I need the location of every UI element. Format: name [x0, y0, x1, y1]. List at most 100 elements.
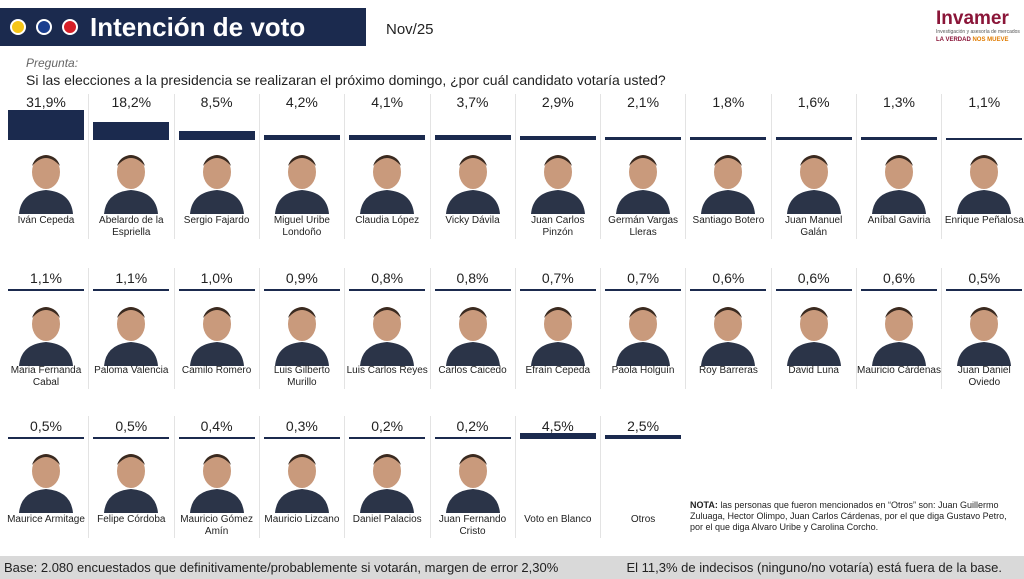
bar — [263, 134, 340, 140]
candidate-name: Mauricio Lizcano — [264, 514, 340, 525]
separator — [344, 268, 346, 389]
separator — [88, 94, 90, 239]
bar — [349, 134, 426, 140]
bar — [434, 288, 511, 291]
candidate-name: Maria Fernanda Cabal — [10, 365, 82, 388]
separator — [88, 268, 90, 389]
photo — [360, 454, 415, 513]
photo — [957, 155, 1012, 214]
bar — [946, 289, 1023, 291]
bar — [178, 288, 255, 291]
bar — [93, 288, 170, 291]
bar — [605, 136, 682, 140]
bar — [349, 288, 426, 291]
candidate-name: Sergio Fajardo — [183, 215, 250, 226]
separator — [258, 268, 260, 389]
separator — [173, 268, 175, 389]
separator — [429, 268, 431, 389]
candidate-name: Paloma Valencia — [94, 365, 169, 376]
candidate-name: Efraín Cepeda — [525, 365, 591, 376]
bar — [8, 437, 84, 439]
value-label: 0,2% — [456, 418, 489, 434]
value-label: 0,4% — [200, 418, 233, 434]
bar — [263, 437, 340, 439]
logo: Invamer — [936, 8, 1009, 29]
note-label: NOTA: — [690, 500, 718, 510]
candidate-name: Felipe Córdoba — [97, 514, 166, 525]
value-label: 3,7% — [456, 94, 489, 110]
separator — [514, 268, 516, 389]
photo — [445, 155, 500, 214]
separator — [344, 94, 346, 239]
candidate-name: Vicky Dávila — [445, 215, 500, 226]
value-label: 0,7% — [627, 270, 660, 286]
separator — [429, 94, 431, 239]
value-label: 1,1% — [968, 94, 1001, 110]
separator — [600, 268, 602, 389]
value-label: 1,1% — [30, 270, 62, 286]
value-label: 2,1% — [627, 94, 660, 110]
bar — [690, 288, 767, 291]
bar — [519, 135, 596, 140]
bar — [263, 288, 340, 291]
candidate-name: David Luna — [788, 365, 839, 376]
photo — [104, 454, 159, 513]
photo — [189, 155, 244, 214]
candidate-name: Juan Manuel Galán — [785, 215, 843, 238]
separator — [173, 94, 175, 239]
value-label: 4,5% — [541, 418, 574, 434]
separator — [600, 416, 602, 538]
value-label: 8,5% — [200, 94, 233, 110]
separator — [941, 268, 943, 389]
bar — [178, 437, 255, 439]
photo — [104, 155, 159, 214]
bar — [8, 109, 84, 140]
photo — [360, 155, 415, 214]
separator — [258, 416, 260, 538]
photo — [274, 307, 329, 366]
candidate-name: Miguel Uribe Londoño — [273, 215, 330, 238]
candidate-name: Abelardo de la Espriella — [99, 215, 164, 238]
candidate-name: Mauricio Cárdenas — [857, 365, 941, 376]
value-label: 0,8% — [456, 270, 489, 286]
bar — [605, 435, 682, 439]
photo — [274, 454, 329, 513]
footer-undecided: El 11,3% de indecisos (ninguno/no votarí… — [626, 560, 1002, 575]
value-label: 0,9% — [285, 270, 318, 286]
candidate-name: Maurice Armitage — [7, 514, 85, 525]
candidate-name: Aníbal Gaviria — [867, 215, 931, 226]
value-label: 0,5% — [115, 418, 148, 434]
separator — [514, 94, 516, 239]
separator — [941, 94, 943, 239]
question-label: Pregunta: — [26, 56, 79, 70]
bar — [434, 135, 511, 140]
photo — [616, 155, 671, 214]
value-label: 1,6% — [797, 94, 830, 110]
candidate-name: Daniel Palacios — [352, 514, 422, 525]
photo — [445, 454, 500, 513]
candidate-name: Luis Carlos Reyes — [346, 365, 428, 376]
photo — [530, 307, 585, 366]
candidate-name: Juan Carlos Pinzón — [531, 215, 585, 238]
candidate-name: Roy Barreras — [698, 365, 758, 376]
candidate-name: Camilo Romero — [181, 365, 252, 376]
photo — [360, 307, 415, 366]
photo — [786, 155, 841, 214]
candidate-name: Carlos Caicedo — [438, 365, 507, 376]
footer-base: Base: 2.080 encuestados que definitivame… — [4, 560, 559, 575]
value-label: 4,2% — [285, 94, 318, 110]
candidate-name: Claudia López — [355, 215, 420, 226]
candidate-name: Juan Fernando Cristo — [438, 514, 507, 537]
photo — [530, 155, 585, 214]
value-label: 31,9% — [26, 94, 66, 110]
bar — [775, 137, 852, 140]
photo — [701, 307, 756, 366]
value-label: 1,3% — [883, 94, 915, 110]
separator — [429, 416, 431, 538]
bar — [93, 122, 170, 140]
photo — [872, 155, 926, 214]
separator — [770, 268, 772, 389]
separator — [856, 268, 857, 389]
bar — [434, 437, 511, 439]
